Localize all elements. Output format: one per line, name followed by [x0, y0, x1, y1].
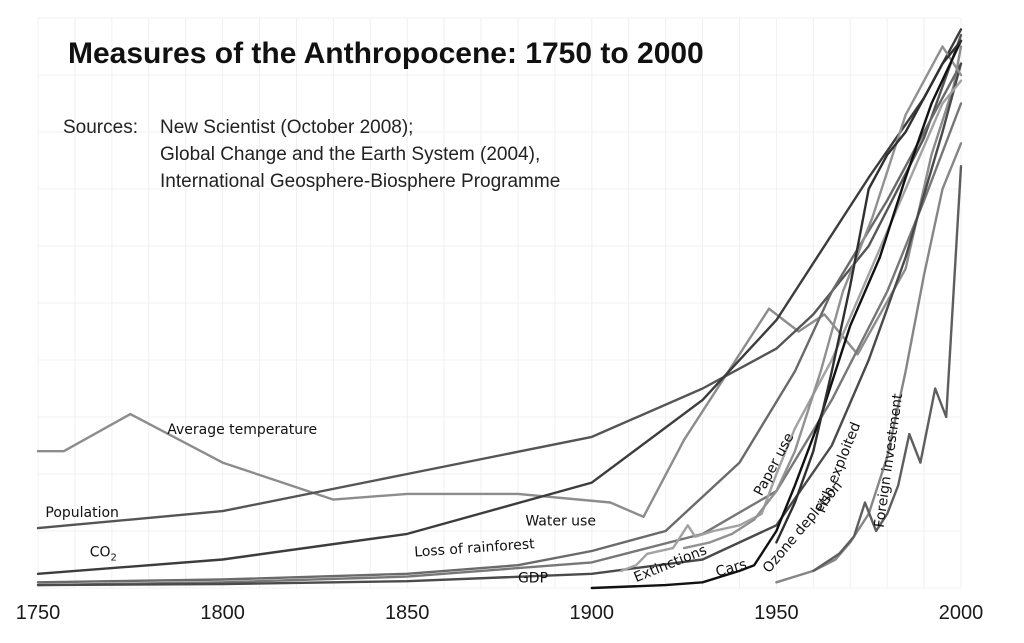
source-line: Global Change and the Earth System (2004… [160, 144, 540, 165]
series-label: Water use [525, 513, 596, 529]
series-label: Paper use [751, 430, 797, 498]
series-label: Average temperature [167, 422, 317, 438]
series-line-gdp [36, 62, 963, 587]
source-line: New Scientist (October 2008); [160, 117, 413, 138]
x-axis-ticks: 1750 1800 1850 1900 1950 2000 [16, 602, 984, 624]
series-label: Loss of rainforest [414, 536, 536, 560]
x-tick-label: 2000 [939, 602, 984, 624]
series-line-water-use [36, 62, 963, 584]
series-label: Population [45, 505, 119, 521]
series-label: Foreign investment [872, 392, 907, 529]
series-line-paper-use [682, 45, 963, 550]
series-line-co2 [36, 28, 963, 575]
x-tick-label: 1900 [570, 602, 615, 624]
series-line-loss-of-rainforest [36, 102, 963, 587]
sources-label: Sources: [63, 117, 138, 138]
series-line-ozone-depletion [775, 142, 963, 584]
chart-title: Measures of the Anthropocene: 1750 to 20… [68, 37, 704, 70]
series-line-population [36, 33, 963, 530]
series-label: CO2 [90, 545, 117, 564]
x-tick-label: 1800 [200, 602, 245, 624]
x-tick-label: 1950 [754, 602, 799, 624]
series-line-fish-exploited [775, 39, 963, 544]
series-line-average-temperature [36, 45, 963, 518]
x-tick-label: 1750 [16, 602, 61, 624]
series-lines [36, 28, 963, 590]
series-label: Cars [714, 556, 749, 580]
subscript: 2 [110, 553, 116, 564]
series-line-cars [590, 39, 963, 590]
source-line: International Geosphere-Biosphere Progra… [160, 171, 560, 192]
series-line-foreign-investment [812, 165, 963, 573]
x-tick-label: 1850 [385, 602, 430, 624]
series-label: GDP [518, 570, 548, 586]
